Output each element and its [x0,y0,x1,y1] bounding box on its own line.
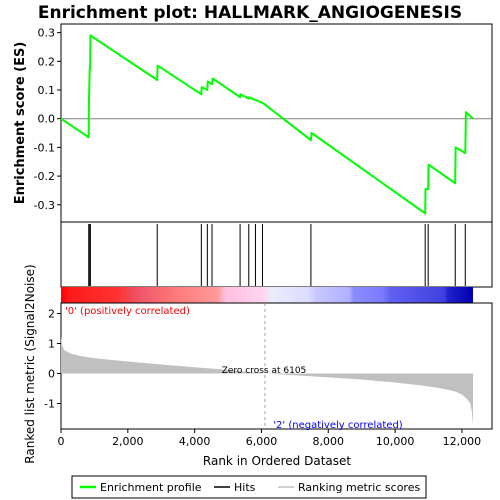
ranking-metric-area [61,336,473,426]
enrichment-profile-line [60,34,474,215]
es-y-tick-label: 0.0 [38,113,56,126]
positive-correlation-label: '0' (positively correlated) [65,306,190,317]
legend-label-ranking-metric: Ranking metric scores [298,481,420,494]
hits-panel [60,221,493,288]
metric-y-ticks: -1 0 1 2 [44,308,61,411]
metric-x-ticks: 0 2,000 4,000 6,000 8,000 10,000 12,000 [58,429,482,448]
x-axis-label: Rank in Ordered Dataset [203,454,351,468]
color-bar-gradient [61,287,473,303]
hit-lines [88,224,466,286]
es-y-ticks: -0.3 -0.2 -0.1 0.0 0.1 0.2 0.3 [34,27,61,212]
es-y-tick-label: 0.1 [38,84,56,97]
metric-y-axis-label: Ranked list metric (Signal2Noise) [23,264,37,463]
x-tick-label: 0 [58,435,65,448]
legend-box [71,475,427,499]
x-tick-label: 12,000 [443,435,482,448]
es-y-tick-label: 0.3 [38,27,56,40]
es-panel-frame [60,23,493,223]
chart-title: Enrichment plot: HALLMARK_ANGIOGENESIS [38,3,462,23]
es-y-tick-label: -0.1 [34,141,55,154]
zero-cross-label: Zero cross at 6105 [222,366,307,376]
metric-y-tick-label: 1 [48,338,55,351]
es-y-tick-label: -0.2 [34,170,55,183]
x-tick-label: 2,000 [112,435,144,448]
metric-y-tick-label: 0 [48,368,55,381]
es-y-tick-label: -0.3 [34,199,55,212]
rank-color-bar [61,287,473,303]
legend-label-enrichment-profile: Enrichment profile [100,481,202,494]
legend: Enrichment profile Hits Ranking metric s… [71,475,427,499]
negative-correlation-label: '2' (negatively correlated) [273,420,402,431]
es-panel: -0.3 -0.2 -0.1 0.0 0.1 0.2 0.3 Enrichment scor… [13,23,493,223]
es-y-tick-label: 0.2 [38,55,56,68]
x-tick-label: 10,000 [376,435,415,448]
hits-panel-frame [60,221,493,288]
enrichment-profile-series [60,34,474,215]
metric-y-tick-label: -1 [44,398,55,411]
es-y-axis-label: Enrichment score (ES) [13,42,28,205]
metric-y-tick-label: 2 [48,308,55,321]
x-tick-label: 8,000 [313,435,345,448]
ranking-metric-series [61,336,473,426]
legend-label-hits: Hits [234,481,256,494]
x-tick-label: 4,000 [179,435,211,448]
x-tick-label: 6,000 [246,435,278,448]
